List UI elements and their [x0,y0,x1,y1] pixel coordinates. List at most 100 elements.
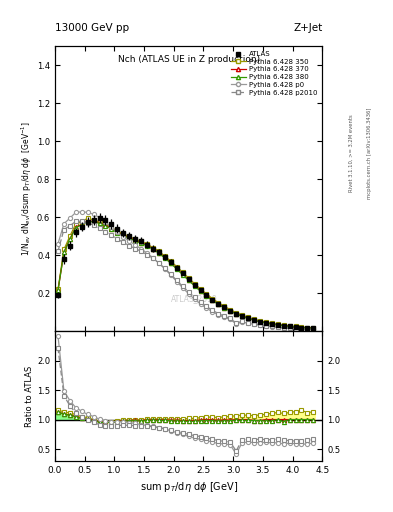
Bar [310,412,316,419]
Bar [61,412,67,419]
Bar [156,419,162,420]
Pythia 6.428 p2010 [210,307,215,313]
Pythia 6.428 370 [121,232,126,238]
Text: Rivet 3.1.10, >= 3.2M events: Rivet 3.1.10, >= 3.2M events [349,115,354,193]
Pythia 6.428 350 [151,245,155,251]
Pythia 6.428 p0 [287,325,292,331]
Bar [239,419,245,420]
Y-axis label: 1/N$_{ev}$ dN$_{ev}$/dsum p$_T$/d$\eta$ d$\phi$  [GeV$^{-1}$]: 1/N$_{ev}$ dN$_{ev}$/dsum p$_T$/d$\eta$ … [20,121,34,256]
Bar [61,414,67,419]
Bar [126,419,132,421]
Pythia 6.428 380 [133,238,138,244]
Pythia 6.428 p2010 [234,320,239,326]
Pythia 6.428 p0 [97,215,102,221]
Pythia 6.428 p0 [169,272,173,278]
Pythia 6.428 p2010 [121,240,126,246]
Pythia 6.428 370 [133,237,138,243]
Bar [251,416,257,420]
Pythia 6.428 370 [174,265,179,271]
Y-axis label: Ratio to ATLAS: Ratio to ATLAS [25,366,34,426]
Pythia 6.428 p2010 [79,218,84,224]
Pythia 6.428 370 [139,240,143,246]
Bar [245,415,251,420]
Pythia 6.428 350 [275,321,280,327]
Legend: ATLAS, Pythia 6.428 350, Pythia 6.428 370, Pythia 6.428 380, Pythia 6.428 p0, Py: ATLAS, Pythia 6.428 350, Pythia 6.428 37… [230,50,319,97]
Pythia 6.428 370 [115,229,120,235]
Pythia 6.428 370 [257,318,262,325]
Bar [204,417,209,420]
X-axis label: sum p$_T$/d$\eta$ d$\phi$ [GeV]: sum p$_T$/d$\eta$ d$\phi$ [GeV] [140,480,238,494]
Pythia 6.428 p0 [257,322,262,328]
Bar [144,419,150,420]
Pythia 6.428 370 [270,321,274,327]
Pythia 6.428 370 [299,325,304,331]
Bar [144,419,150,420]
Pythia 6.428 380 [68,237,72,243]
Pythia 6.428 p0 [192,296,197,303]
Pythia 6.428 p2010 [91,222,96,228]
Pythia 6.428 350 [234,309,239,315]
Pythia 6.428 380 [210,297,215,304]
Pythia 6.428 380 [73,225,78,231]
Bar [132,419,138,421]
Pythia 6.428 370 [151,246,155,252]
Pythia 6.428 p0 [240,319,244,325]
Bar [198,419,204,421]
Pythia 6.428 p0 [79,209,84,215]
Pythia 6.428 p0 [180,285,185,291]
Pythia 6.428 350 [62,246,66,252]
Pythia 6.428 370 [145,242,149,248]
Pythia 6.428 350 [240,312,244,318]
Pythia 6.428 350 [252,316,256,322]
Pythia 6.428 370 [73,224,78,230]
Pythia 6.428 350 [192,281,197,287]
Bar [281,419,286,421]
Bar [215,417,221,421]
Pythia 6.428 p2010 [216,310,221,316]
Bar [55,412,61,419]
Pythia 6.428 p2010 [145,251,149,258]
Pythia 6.428 p2010 [109,232,114,239]
Pythia 6.428 p2010 [204,304,209,310]
Bar [221,417,227,421]
Bar [286,413,292,419]
Pythia 6.428 p2010 [299,326,304,332]
Pythia 6.428 p2010 [62,226,66,232]
Bar [180,419,185,421]
Pythia 6.428 380 [198,288,203,294]
Pythia 6.428 370 [169,260,173,266]
Pythia 6.428 370 [281,323,286,329]
Pythia 6.428 p2010 [186,289,191,295]
Bar [299,410,305,419]
Bar [91,419,97,420]
Bar [103,419,108,422]
Pythia 6.428 350 [174,264,179,270]
Bar [281,414,286,421]
Bar [263,414,269,421]
Bar [97,419,103,422]
Pythia 6.428 p2010 [127,243,132,249]
Bar [67,415,73,419]
Bar [162,419,168,420]
Pythia 6.428 p2010 [198,299,203,305]
Line: Pythia 6.428 380: Pythia 6.428 380 [56,220,316,330]
Pythia 6.428 p0 [139,246,143,252]
Pythia 6.428 370 [97,220,102,226]
Bar [209,417,215,421]
Pythia 6.428 380 [287,324,292,330]
Pythia 6.428 350 [121,231,126,237]
Pythia 6.428 370 [204,292,209,298]
Pythia 6.428 370 [156,250,161,256]
Bar [114,419,120,422]
Pythia 6.428 p0 [305,326,310,332]
Pythia 6.428 p0 [91,211,96,218]
Pythia 6.428 350 [169,258,173,264]
Pythia 6.428 p2010 [228,315,233,322]
Bar [251,419,257,420]
Pythia 6.428 370 [127,234,132,241]
Pythia 6.428 370 [275,322,280,328]
Pythia 6.428 p0 [234,321,239,327]
Bar [55,410,61,419]
Pythia 6.428 380 [156,250,161,257]
Bar [168,419,174,421]
